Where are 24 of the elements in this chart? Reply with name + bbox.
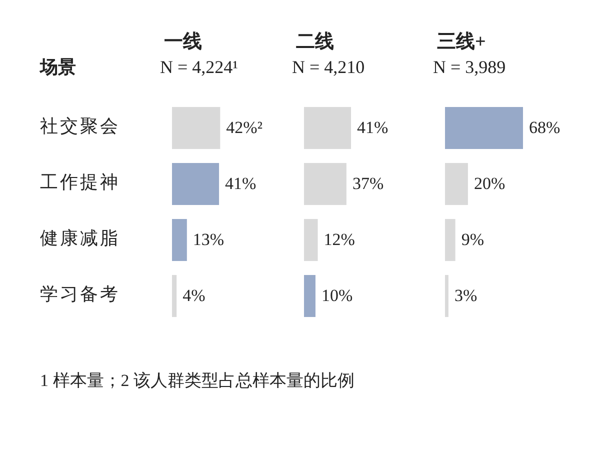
data-label: 20% [474,174,506,193]
data-label: 13% [192,230,224,249]
y-tick-label: 健康减脂 [40,228,120,248]
data-label: 10% [321,286,353,305]
data-label: 12% [324,230,355,249]
data-label: 37% [352,174,384,193]
y-tick-label: 工作提神 [40,172,120,192]
chart-title: 二线 [296,30,334,52]
data-label: 42%² [226,118,262,137]
data-label: 9% [461,230,484,249]
y-tick-label: 社交聚会 [40,116,120,136]
y-tick-label: 学习备考 [40,284,120,304]
chart-title: 一线 [164,30,202,52]
data-label: 41% [225,174,256,193]
y-axis-title: 场景 [39,57,76,78]
data-label: 3% [454,286,478,305]
chart-title: 三线+ [437,30,486,52]
data-label: 68% [529,118,560,137]
chart-subtitle: N = 3,989 [433,57,506,78]
chart-subtitle: N = 4,210 [292,57,365,78]
data-label: 4% [182,286,206,305]
chart-subtitle: N = 4,224¹ [160,57,238,78]
data-label: 41% [357,118,388,137]
text: 1 样本量；2 该人群类型占总样本量的比例 [40,370,354,390]
